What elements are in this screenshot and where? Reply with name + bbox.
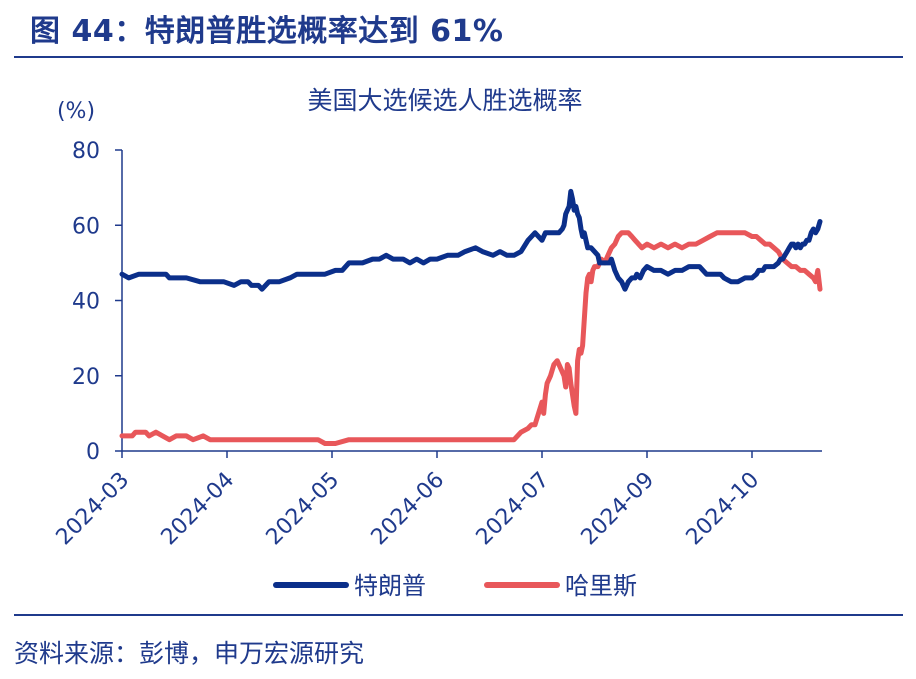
series-line-trump [119,188,823,292]
plot-area [119,188,823,446]
y-tick-label: 0 [86,440,100,465]
x-tick-label: 2024-10 [682,468,765,551]
x-tick-label: 2024-03 [52,468,135,551]
chart: 美国大选候选人胜选概率 (%) 0 20 40 60 80 2024-03 2024-04 2… [52,86,823,600]
legend-label: 哈里斯 [565,572,637,600]
x-tick-label: 2024-04 [157,468,240,551]
top-divider [14,56,903,58]
x-tick-label: 2024-05 [262,468,345,551]
legend: 特朗普 哈里斯 [273,572,637,600]
series-line-harris [119,230,823,446]
y-tick-label: 40 [72,290,100,315]
x-tick-label: 2024-07 [472,468,555,551]
chart-title: 美国大选候选人胜选概率 [307,86,582,115]
y-tick-label: 60 [72,214,100,239]
y-tick-label: 20 [72,365,100,390]
legend-label: 特朗普 [354,572,426,600]
x-tick-label: 2024-06 [367,468,450,551]
figure-title: 图 44：特朗普胜选概率达到 61% [30,14,504,49]
y-tick-label: 80 [72,139,100,164]
x-tick-label: 2024-09 [577,468,660,551]
bottom-divider [14,614,903,616]
y-axis-label: (%) [57,99,95,124]
source-note: 资料来源：彭博，申万宏源研究 [14,639,365,668]
axes: 0 20 40 60 80 2024-03 2024-04 2024-05 2024-06 202… [52,139,822,550]
